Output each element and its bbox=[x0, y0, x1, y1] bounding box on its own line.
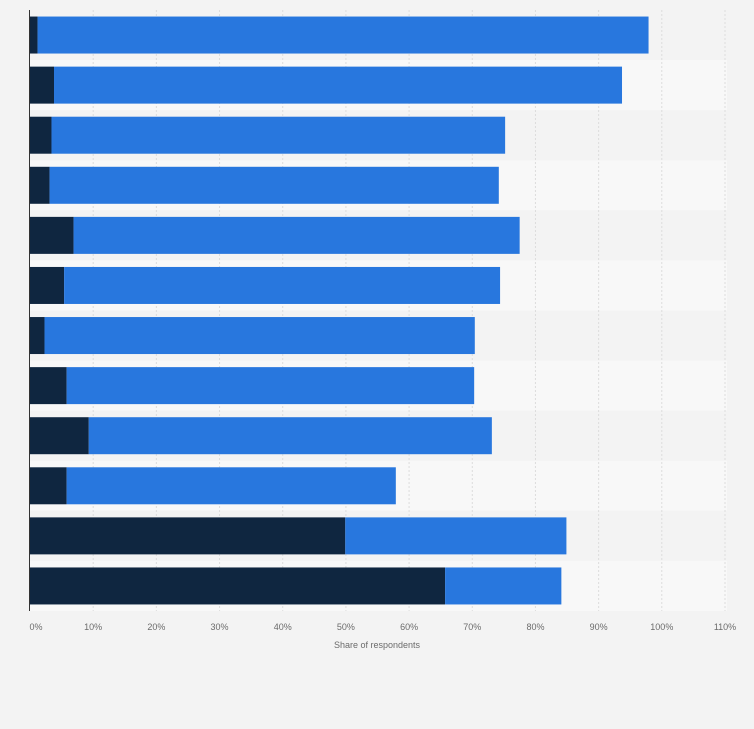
x-tick-label: 70% bbox=[463, 622, 481, 632]
bar-segment-blue bbox=[37, 16, 649, 54]
bar-segment-blue bbox=[66, 467, 396, 505]
bar-segment-dark bbox=[30, 116, 52, 154]
bar-segment-dark bbox=[30, 66, 55, 104]
x-tick-label: 100% bbox=[650, 622, 673, 632]
x-tick-label: 60% bbox=[400, 622, 418, 632]
bar-segment-dark bbox=[30, 467, 67, 505]
bar-segment-blue bbox=[73, 216, 520, 254]
gridlines bbox=[92, 10, 726, 611]
bar-segment-dark bbox=[30, 567, 446, 605]
bar-segment-dark bbox=[30, 16, 38, 54]
bar-segment-dark bbox=[30, 317, 45, 355]
bar-segment-blue bbox=[49, 166, 499, 204]
bar-segment-dark bbox=[30, 367, 67, 405]
x-tick-label: 30% bbox=[211, 622, 229, 632]
x-tick-label: 0% bbox=[29, 622, 42, 632]
bar-segment-dark bbox=[30, 266, 65, 304]
bar-segment-blue bbox=[51, 116, 506, 154]
bar-segment-dark bbox=[30, 166, 50, 204]
bar-segment-blue bbox=[54, 66, 623, 104]
bars bbox=[30, 16, 649, 605]
bar-segment-dark bbox=[30, 216, 74, 254]
bar-segment-blue bbox=[66, 367, 475, 405]
x-tick-label: 80% bbox=[526, 622, 544, 632]
x-tick-label: 20% bbox=[147, 622, 165, 632]
x-tick-label: 40% bbox=[274, 622, 292, 632]
x-axis-ticks: 0% 10% 20% 30% 40% 50% 60% 70% 80% 90% 100% 110% bbox=[29, 622, 736, 632]
bar-segment-dark bbox=[30, 417, 89, 455]
x-axis-title: Share of respondents bbox=[334, 640, 421, 650]
bar-segment-blue bbox=[44, 317, 475, 355]
bar-segment-blue bbox=[445, 567, 562, 605]
bar-segment-blue bbox=[345, 517, 567, 555]
x-tick-label: 10% bbox=[84, 622, 102, 632]
x-tick-label: 110% bbox=[714, 622, 736, 632]
bar-segment-dark bbox=[30, 517, 346, 555]
bar-segment-blue bbox=[64, 266, 501, 304]
x-tick-label: 90% bbox=[590, 622, 608, 632]
x-tick-label: 50% bbox=[337, 622, 355, 632]
bar-segment-blue bbox=[88, 417, 492, 455]
